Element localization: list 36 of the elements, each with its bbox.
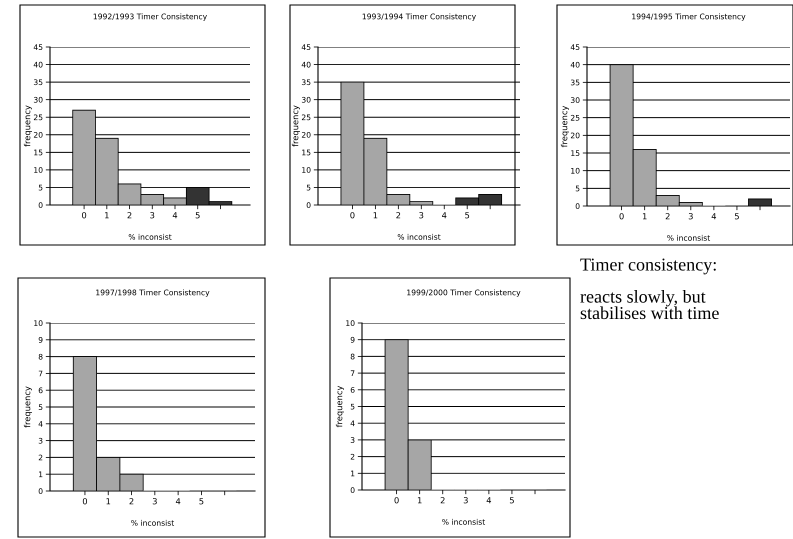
x-tick-label: 3	[152, 498, 157, 504]
y-axis-title: frequency	[24, 105, 32, 147]
x-tick-label: 0	[82, 498, 88, 504]
x-tick-label: 2	[396, 212, 400, 218]
y-axis-title: frequency	[24, 386, 32, 428]
x-tick-label: 2	[440, 497, 445, 504]
x-tick-label: 2	[128, 212, 132, 218]
y-axis-title: frequency	[560, 106, 569, 148]
x-tick-label: 2	[129, 498, 134, 504]
x-tick-label: 1	[106, 498, 110, 504]
x-tick-label: 0	[394, 497, 399, 504]
text: Timer consistency:	[580, 258, 716, 274]
x-tick-label: 3	[419, 212, 424, 218]
x-tick-label: 1	[374, 212, 378, 218]
x-tick-label: 0	[82, 212, 86, 218]
x-tick-label: 4	[172, 212, 178, 218]
x-tick-label: 4	[176, 498, 180, 504]
x-tick-label: 5	[465, 212, 470, 218]
x-tick-label: 4	[442, 212, 446, 218]
x-tick-label: 5	[734, 213, 739, 220]
x-tick-label: 3	[150, 212, 154, 218]
x-tick-label: 2	[666, 213, 670, 220]
y-axis-title: frequency	[292, 105, 300, 147]
x-tick-label: 1	[418, 497, 422, 504]
text: reacts slowly, but stabilises with time	[580, 290, 719, 320]
x-tick-label: 0	[620, 213, 624, 220]
y-axis-title: frequency	[336, 386, 344, 428]
x-tick-label: 3	[464, 497, 468, 504]
x-tick-label: 3	[688, 213, 693, 220]
x-tick-label: 5	[199, 498, 204, 504]
x-tick-label: 1	[105, 212, 109, 218]
x-tick-label: 4	[712, 213, 716, 220]
x-tick-label: 5	[196, 212, 200, 218]
x-tick-label: 1	[642, 213, 647, 220]
x-tick-label: 4	[486, 497, 492, 504]
x-tick-label: 5	[510, 497, 514, 504]
